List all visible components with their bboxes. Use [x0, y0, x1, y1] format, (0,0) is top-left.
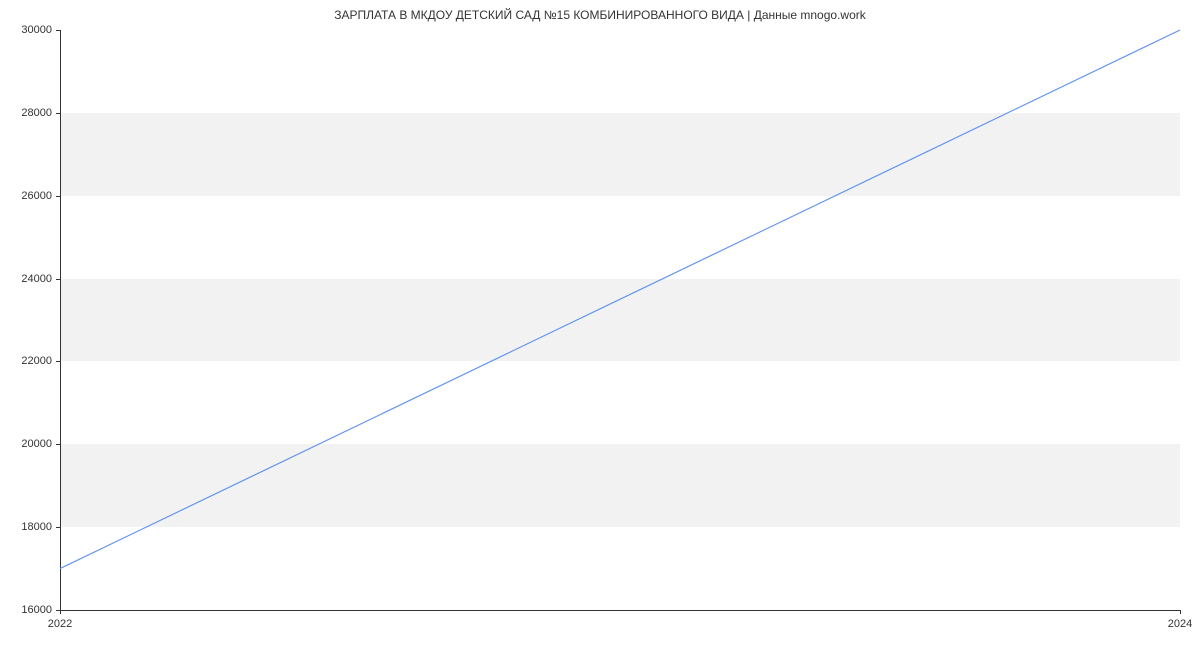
x-tick-mark [60, 610, 61, 614]
x-tick-label: 2022 [48, 618, 72, 630]
plot-area: 1600018000200002200024000260002800030000… [60, 30, 1180, 610]
y-tick-label: 18000 [21, 521, 52, 533]
y-tick-label: 28000 [21, 107, 52, 119]
y-tick-label: 16000 [21, 604, 52, 616]
line-series-svg [60, 30, 1180, 610]
x-axis [60, 610, 1180, 611]
y-tick-label: 20000 [21, 438, 52, 450]
chart-title: ЗАРПЛАТА В МКДОУ ДЕТСКИЙ САД №15 КОМБИНИ… [0, 8, 1200, 22]
salary-chart: ЗАРПЛАТА В МКДОУ ДЕТСКИЙ САД №15 КОМБИНИ… [0, 0, 1200, 650]
y-tick-label: 26000 [21, 190, 52, 202]
series-line [60, 30, 1180, 569]
y-tick-label: 22000 [21, 355, 52, 367]
y-tick-label: 24000 [21, 273, 52, 285]
x-tick-label: 2024 [1168, 618, 1192, 630]
y-tick-label: 30000 [21, 24, 52, 36]
x-tick-mark [1180, 610, 1181, 614]
